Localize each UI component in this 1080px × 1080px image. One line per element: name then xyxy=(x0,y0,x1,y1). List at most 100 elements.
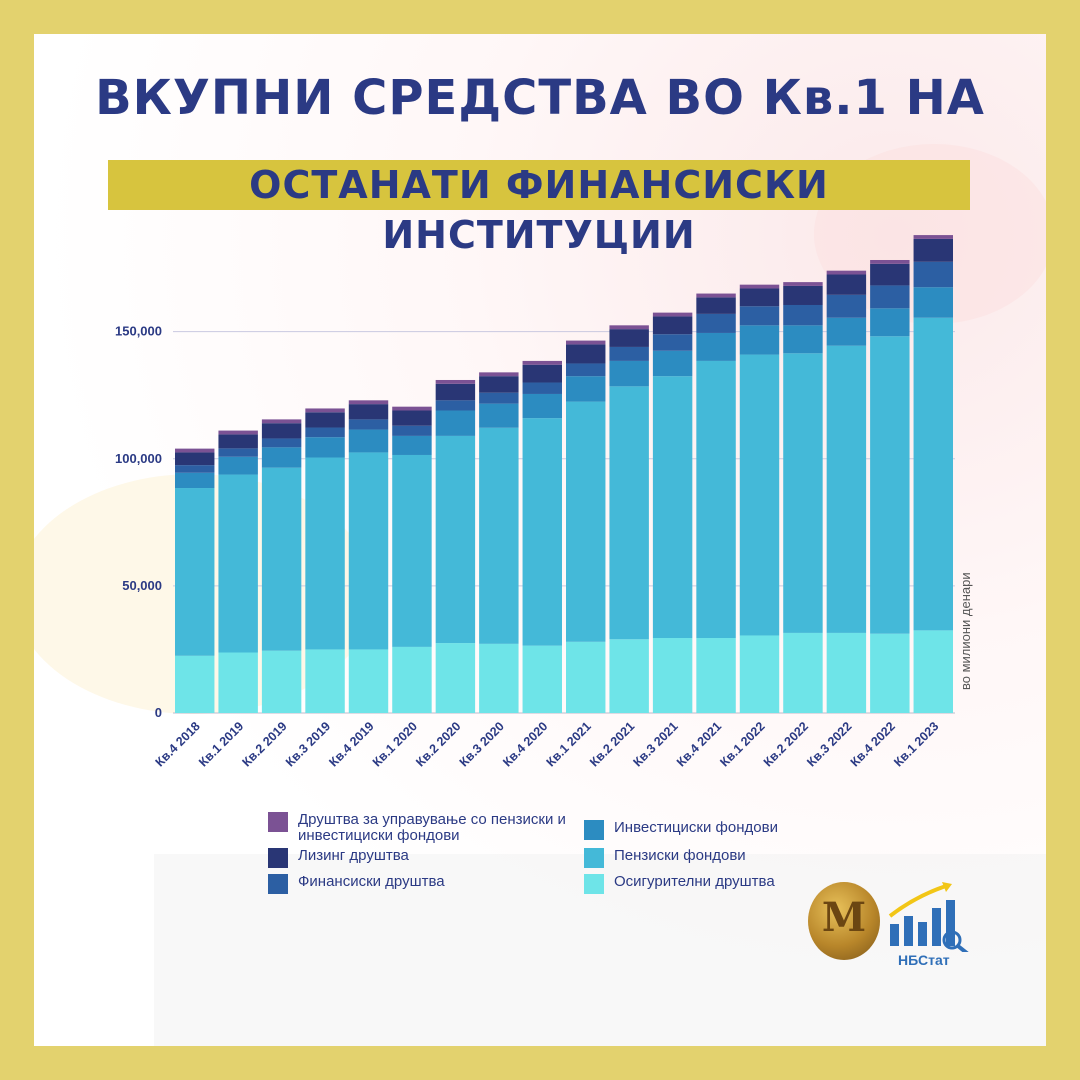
bar-segment xyxy=(783,285,823,305)
bar-segment xyxy=(479,403,519,428)
bar-segment xyxy=(870,308,910,337)
title-band: ОСТАНАТИ ФИНАНСИСКИ ИНСТИТУЦИИ xyxy=(108,160,970,257)
x-category-label: Кв.2 2020 xyxy=(413,719,463,769)
bar-segment xyxy=(826,274,867,295)
bar-segment xyxy=(435,379,476,384)
title-line-2: ОСТАНАТИ ФИНАНСИСКИ ИНСТИТУЦИИ xyxy=(249,163,829,257)
bar-segment xyxy=(348,429,389,453)
bar-segment xyxy=(522,418,562,646)
bar-segment xyxy=(218,474,258,653)
bar-segment xyxy=(175,472,215,489)
bar-segment xyxy=(305,408,345,413)
bar-segment xyxy=(870,263,910,286)
bar-segment xyxy=(479,427,519,644)
bar-segment xyxy=(175,452,215,466)
bar-segment xyxy=(913,261,953,288)
bar-segment xyxy=(870,336,910,634)
nbstat-label: НБСтат xyxy=(898,952,950,968)
bar-segment xyxy=(870,633,910,713)
x-category-label: Кв.1 2022 xyxy=(717,719,767,769)
bar-segment xyxy=(522,393,562,419)
legend-item: Лизинг друштва xyxy=(268,848,568,868)
bar-segment xyxy=(783,353,823,633)
bar-segment xyxy=(566,401,606,642)
bar-segment xyxy=(392,454,432,647)
coin-letter: M xyxy=(821,894,867,941)
bar-segment xyxy=(348,649,389,713)
bar-segment xyxy=(348,400,389,405)
bar-segment xyxy=(435,410,476,436)
legend-label: Пензиски фондови xyxy=(614,847,746,864)
bar-segment xyxy=(826,317,867,346)
x-category-label: Кв.1 2019 xyxy=(196,719,246,769)
y-tick-labels: 0 50,000 100,000 150,000 xyxy=(115,324,162,720)
bar-segment xyxy=(696,293,736,298)
bar-segment xyxy=(870,259,910,264)
bar-segment xyxy=(566,363,606,377)
bar-segment xyxy=(739,635,780,713)
x-category-label: Кв.1 2023 xyxy=(891,719,941,769)
bar-segment xyxy=(261,419,302,424)
x-category-label: Кв.4 2018 xyxy=(153,719,203,769)
bar-segment xyxy=(261,650,302,713)
bar-segment xyxy=(435,383,476,401)
legend-item: Друштва за управување со пензиски и инве… xyxy=(268,812,568,844)
legend-swatch xyxy=(584,820,604,840)
unit-label: во милиони денари xyxy=(958,572,973,690)
bar-segment xyxy=(913,317,953,631)
bar-segment xyxy=(783,304,823,326)
bar-segment xyxy=(913,630,953,713)
bar-segment xyxy=(305,427,345,438)
legend-item: Инвестициски фондови xyxy=(584,820,824,840)
x-category-label: Кв.3 2022 xyxy=(804,719,854,769)
bar-segment xyxy=(696,638,736,713)
legend-swatch xyxy=(584,848,604,868)
x-category-label: Кв.1 2020 xyxy=(370,719,420,769)
bar-segment xyxy=(392,646,432,713)
bar-segment xyxy=(479,376,519,393)
legend-swatch xyxy=(268,812,288,832)
bar-segment xyxy=(392,410,432,426)
bar-segment xyxy=(913,235,953,239)
bar-segment xyxy=(739,288,780,307)
legend-swatch xyxy=(268,848,288,868)
x-category-label: Кв.3 2019 xyxy=(283,719,333,769)
bar-segment xyxy=(392,406,432,411)
bar-segment xyxy=(696,360,736,639)
bar-segment xyxy=(479,372,519,377)
bar-segment xyxy=(479,392,519,404)
x-category-label: Кв.1 2021 xyxy=(544,719,594,769)
x-category-label: Кв.4 2019 xyxy=(326,719,376,769)
bar-segment xyxy=(566,641,606,713)
bar-segment xyxy=(652,376,693,639)
bar-segment xyxy=(435,435,476,644)
legend-label: Инвестициски фондови xyxy=(614,819,778,836)
bar-segment xyxy=(739,325,780,355)
bar-segment xyxy=(261,423,302,439)
legend-label: Финансиски друштва xyxy=(298,873,445,890)
bar-segment xyxy=(609,639,649,713)
x-category-label: Кв.3 2021 xyxy=(631,719,681,769)
bar-segment xyxy=(261,447,302,468)
x-category-label: Кв.4 2021 xyxy=(674,719,724,769)
bar-segment xyxy=(261,467,302,651)
bar-segment xyxy=(566,340,606,345)
legend-item: Осигурителни друштва xyxy=(584,874,824,894)
x-category-label: Кв.2 2022 xyxy=(761,719,811,769)
x-category-label: Кв.2 2019 xyxy=(240,719,290,769)
bar-segment xyxy=(826,270,867,275)
bar-segment xyxy=(652,312,693,317)
bar-segment xyxy=(305,457,345,650)
bar-segment xyxy=(652,350,693,377)
bar-segment xyxy=(783,632,823,713)
bar-segment xyxy=(870,285,910,309)
bar-segment xyxy=(739,354,780,636)
bar-segment xyxy=(305,437,345,458)
bar-segment xyxy=(522,645,562,713)
legend-label: Друштва за управување со пензиски и инве… xyxy=(298,811,566,844)
bar-segment xyxy=(826,345,867,633)
nbstat-logo: M НБСтат xyxy=(808,882,978,972)
bar-segment xyxy=(522,382,562,394)
bars-layer xyxy=(175,235,953,713)
